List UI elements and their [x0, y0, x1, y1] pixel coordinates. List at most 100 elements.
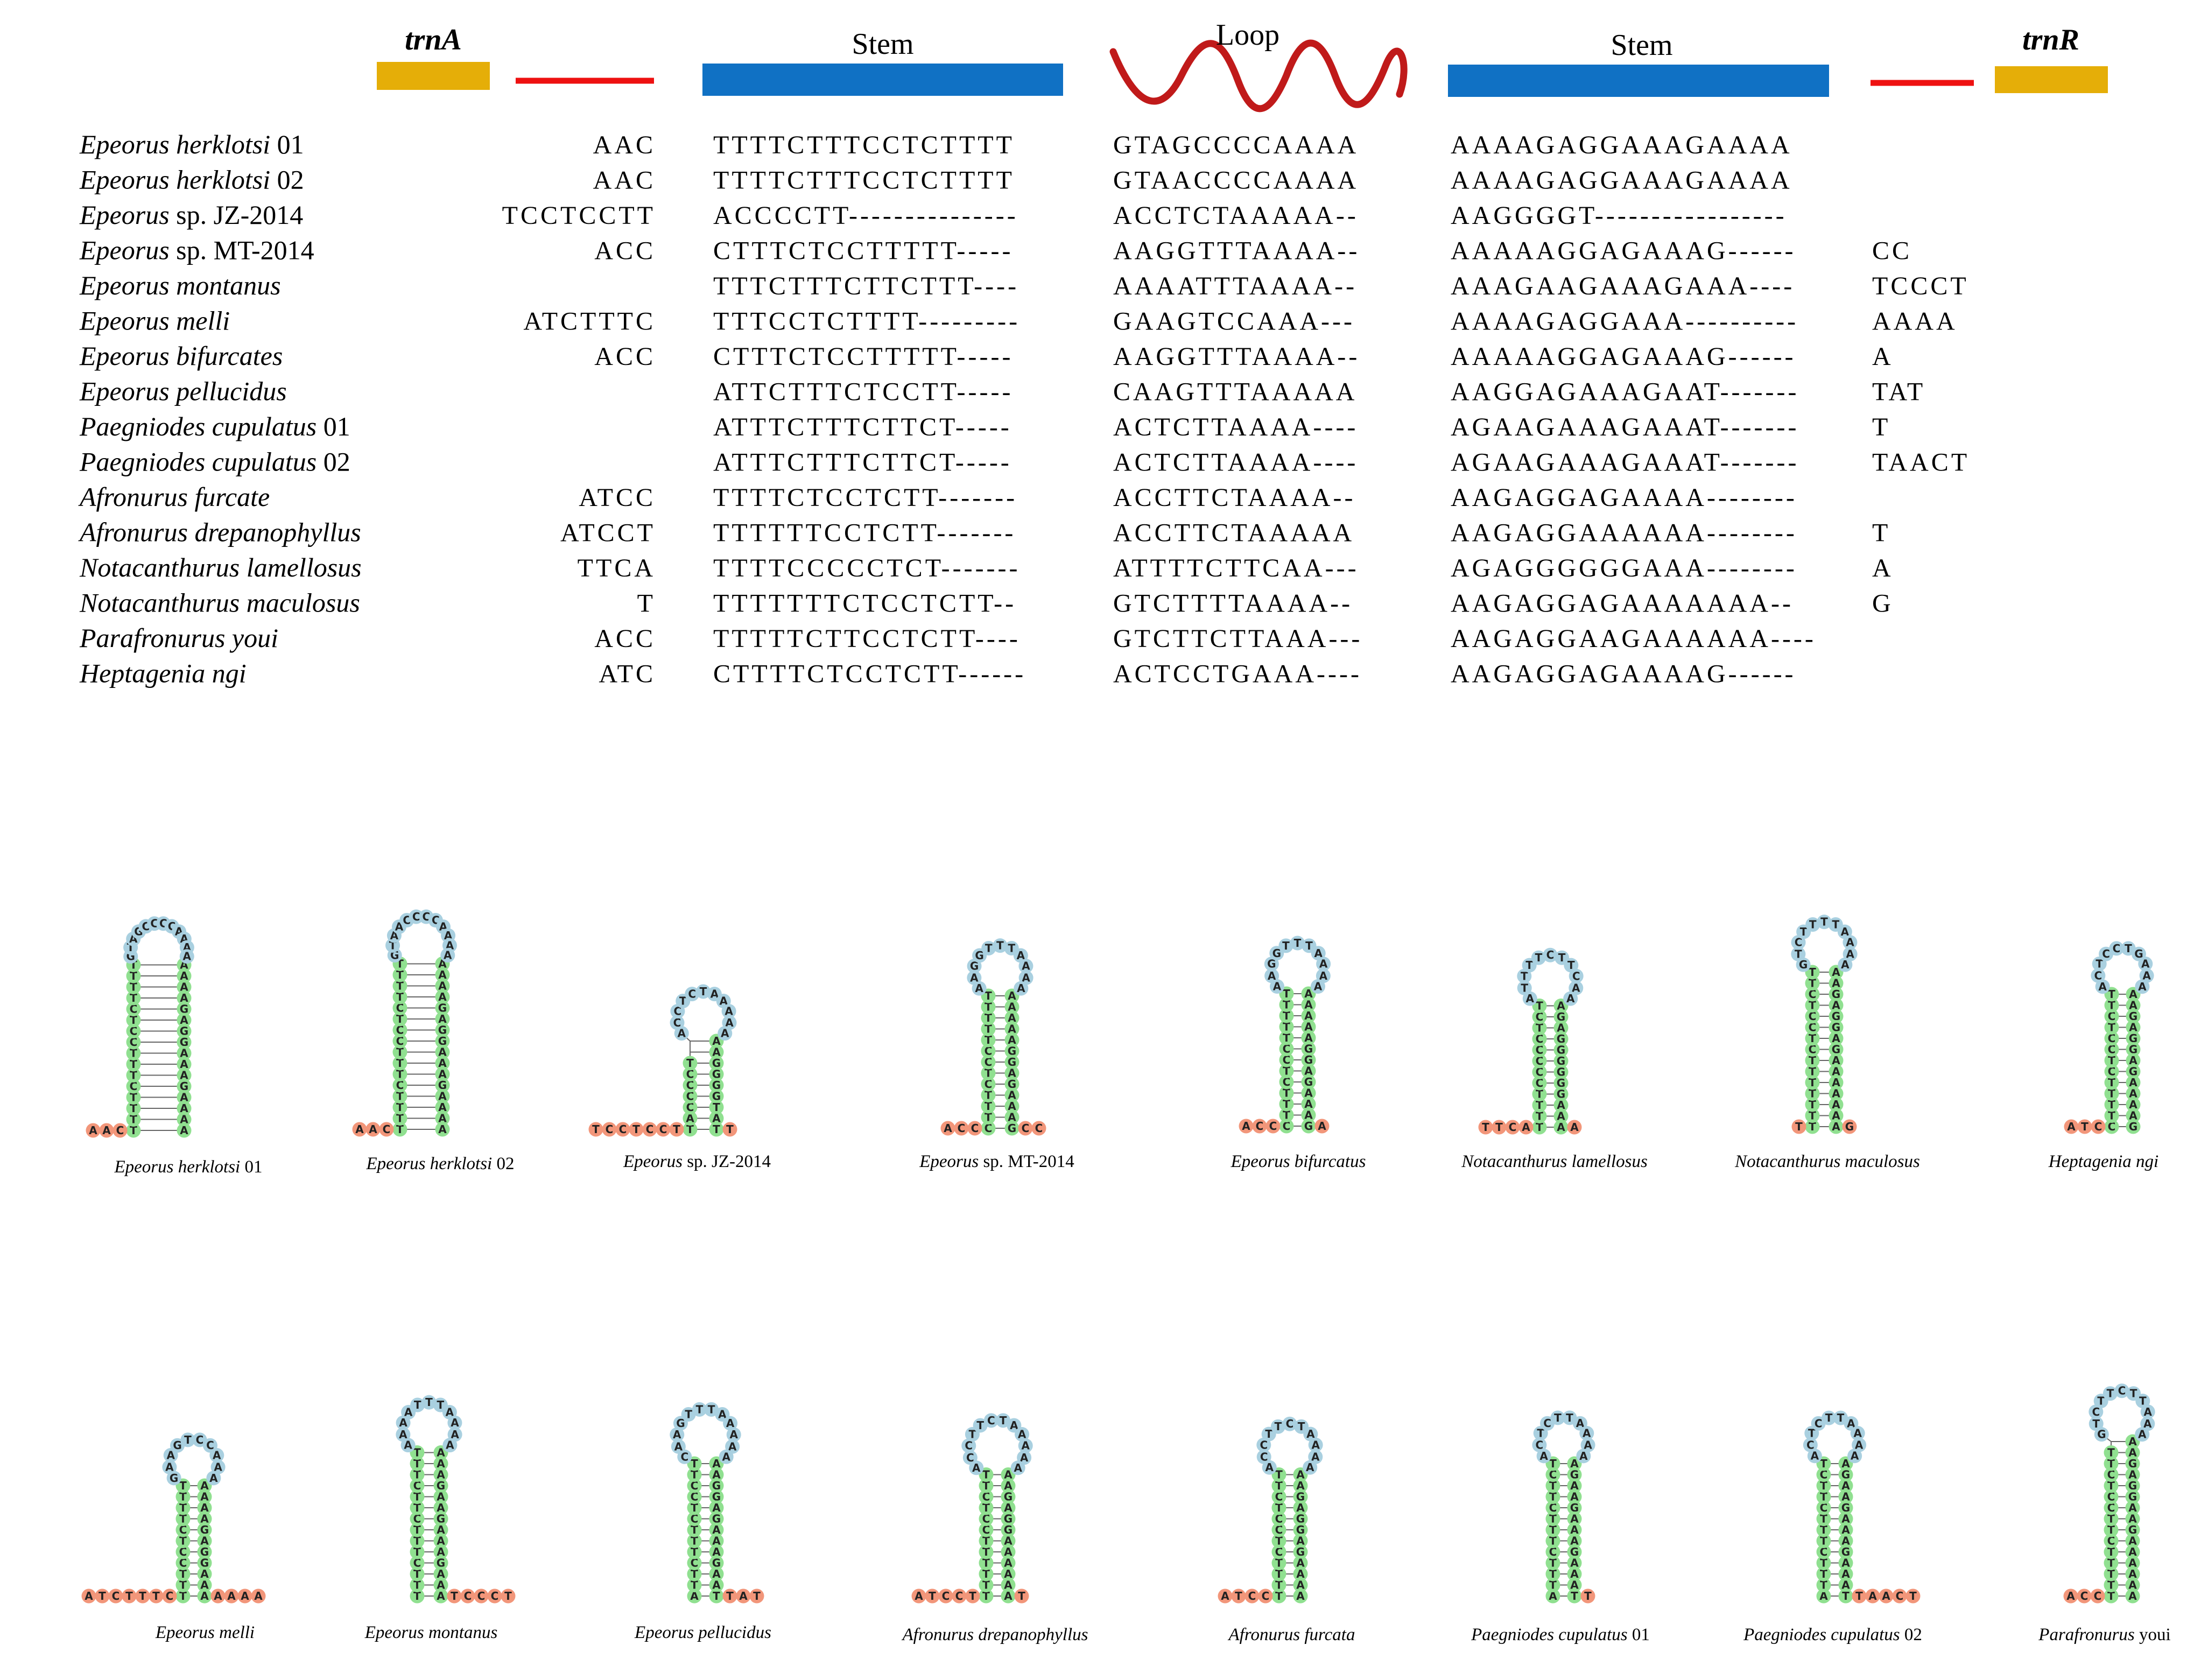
- stem-nt-letter: G: [2128, 1523, 2137, 1536]
- stem-nt-letter: C: [1809, 988, 1817, 1001]
- stem-nt-letter: G: [2129, 1010, 2137, 1023]
- loop-nt-circle: [1308, 1437, 1323, 1452]
- stem-nt-circle: [410, 1489, 425, 1504]
- tail-nt-circle: [2091, 1119, 2106, 1134]
- stem-nt-circle: [435, 1056, 450, 1071]
- stem-nt-letter: A: [437, 1567, 445, 1580]
- stem-nt-letter: G: [1832, 1010, 1840, 1023]
- stem-nt-letter: G: [180, 1036, 188, 1049]
- stem-nt-letter: T: [179, 1579, 187, 1592]
- stem-nt-letter: C: [1820, 1468, 1828, 1481]
- stem-nt-letter: A: [438, 1057, 447, 1070]
- tail-nt-letter: C: [1022, 1122, 1030, 1135]
- species-genus: Notacanthurus lamellosus: [79, 552, 362, 582]
- seq-left: AAC: [593, 166, 656, 195]
- stem-nt-letter: T: [1549, 1457, 1557, 1470]
- stem-nt-circle: [197, 1588, 212, 1604]
- stem-nt-letter: G: [438, 1035, 447, 1048]
- trnA-bar: [377, 62, 490, 90]
- stem-nt-circle: [197, 1566, 212, 1581]
- stem-nt-circle: [1001, 1500, 1016, 1515]
- tail-nt-circle: [1580, 1588, 1595, 1604]
- stem-nt-letter: A: [1570, 1457, 1579, 1470]
- stem-nt-letter: C: [691, 1479, 699, 1492]
- caption-species: Notacanthurus maculosus: [1734, 1152, 1920, 1171]
- stem-nt-circle: [435, 1078, 450, 1093]
- stem-nt-circle: [1567, 1578, 1582, 1592]
- stem-nt-letter: A: [1832, 1087, 1840, 1100]
- stem-nt-letter: T: [413, 1523, 421, 1536]
- stem-nt-letter: A: [2128, 1435, 2137, 1448]
- stem-nt-letter: T: [130, 969, 137, 982]
- stem-nt-letter: T: [985, 1001, 992, 1014]
- tail-nt-letter: A: [355, 1123, 364, 1136]
- stem-nt-letter: T: [396, 990, 404, 1003]
- species-name: Epeorus pellucidus: [79, 376, 287, 406]
- stem-nt-circle: [2104, 1512, 2119, 1526]
- stem-nt-circle: [410, 1456, 425, 1471]
- stem-nt-letter: T: [413, 1545, 421, 1558]
- stem-nt-circle: [126, 1068, 141, 1082]
- loop-nt-letter: C: [2113, 942, 2121, 955]
- stem-nt-letter: C: [396, 1035, 404, 1048]
- tail-nt-letter: C: [955, 1590, 964, 1602]
- loop-nt-circle: [723, 1416, 738, 1431]
- caption-suffix: 01: [1628, 1625, 1650, 1644]
- loop-nt-circle: [1850, 1425, 1865, 1440]
- stem-nt-circle: [1553, 1043, 1569, 1057]
- stem-nt-circle: [1545, 1489, 1560, 1504]
- stem-nt-letter: A: [690, 1590, 699, 1602]
- stem-nt-circle: [1001, 1512, 1016, 1526]
- loop-nt-circle: [1550, 1410, 1565, 1425]
- seq-left: ATCC: [579, 483, 656, 512]
- stem-nt-letter: G: [200, 1557, 209, 1570]
- stem-nt-letter: G: [1557, 1077, 1565, 1089]
- loop-nt-letter: T: [1521, 981, 1528, 994]
- seq-left: ATCCT: [560, 519, 656, 547]
- stem-nt-circle: [175, 1522, 191, 1537]
- stem-nt-letter: T: [691, 1501, 698, 1514]
- stem-nt-letter: A: [1832, 1065, 1840, 1078]
- loop-nt-circle: [440, 948, 455, 963]
- stem-nt-circle: [1816, 1578, 1831, 1592]
- tail-nt-circle: [1258, 1588, 1273, 1604]
- stem-nt-letter: T: [1820, 1535, 1827, 1548]
- alignment-row: Afronurus furcate ATCC TTTTCTCCTCTT-------…: [78, 482, 1795, 512]
- stem-nt-letter: T: [2107, 1513, 2115, 1526]
- loop-nt-letter: G: [2097, 1428, 2106, 1441]
- stem-nt-letter: A: [1832, 999, 1840, 1012]
- stem-nt-letter: A: [1557, 1022, 1565, 1035]
- loop-nt-circle: [1517, 968, 1532, 983]
- loop-nt-circle: [2109, 941, 2124, 956]
- stem-nt-letter: A: [1832, 1098, 1840, 1111]
- stem-nt-letter: T: [985, 1111, 992, 1124]
- tail-nt-letter: C: [646, 1123, 654, 1136]
- stem-nt-circle: [177, 980, 192, 994]
- seq-right: A: [1872, 342, 1894, 371]
- loop-nt-letter: C: [966, 1451, 974, 1464]
- tail-nt-circle: [1031, 1121, 1046, 1136]
- stem-nt-circle: [1301, 1086, 1316, 1100]
- stem-nt-letter: T: [982, 1501, 990, 1514]
- species-genus: Afronurus furcate: [78, 482, 270, 512]
- stem-nt-circle: [1293, 1478, 1308, 1493]
- stem-nt-circle: [433, 1556, 448, 1570]
- stem-nt-circle: [2125, 1578, 2140, 1592]
- tail-nt-circle: [1791, 1119, 1806, 1134]
- tail-nt-letter: C: [1248, 1590, 1256, 1602]
- loop-nt-letter: A: [2138, 980, 2147, 993]
- loop-nt-circle: [1563, 991, 1578, 1006]
- loop-nt-letter: C: [2094, 969, 2102, 982]
- stem-nt-circle: [2104, 1075, 2119, 1090]
- stem-nt-letter: T: [1809, 1087, 1816, 1100]
- stem-nt-circle: [1301, 1074, 1316, 1089]
- alignment-row: Paegniodes cupulatus 02 ATTTCTTTCTTCT----…: [79, 447, 1967, 477]
- stem-nt-circle: [1004, 1000, 1019, 1014]
- left-stem-bar: [702, 64, 1063, 96]
- stem-nt-circle: [1567, 1544, 1582, 1559]
- loop-nt-letter: A: [1851, 1450, 1859, 1463]
- stem-nt-circle: [410, 1566, 425, 1581]
- stem-nt-letter: A: [200, 1501, 209, 1514]
